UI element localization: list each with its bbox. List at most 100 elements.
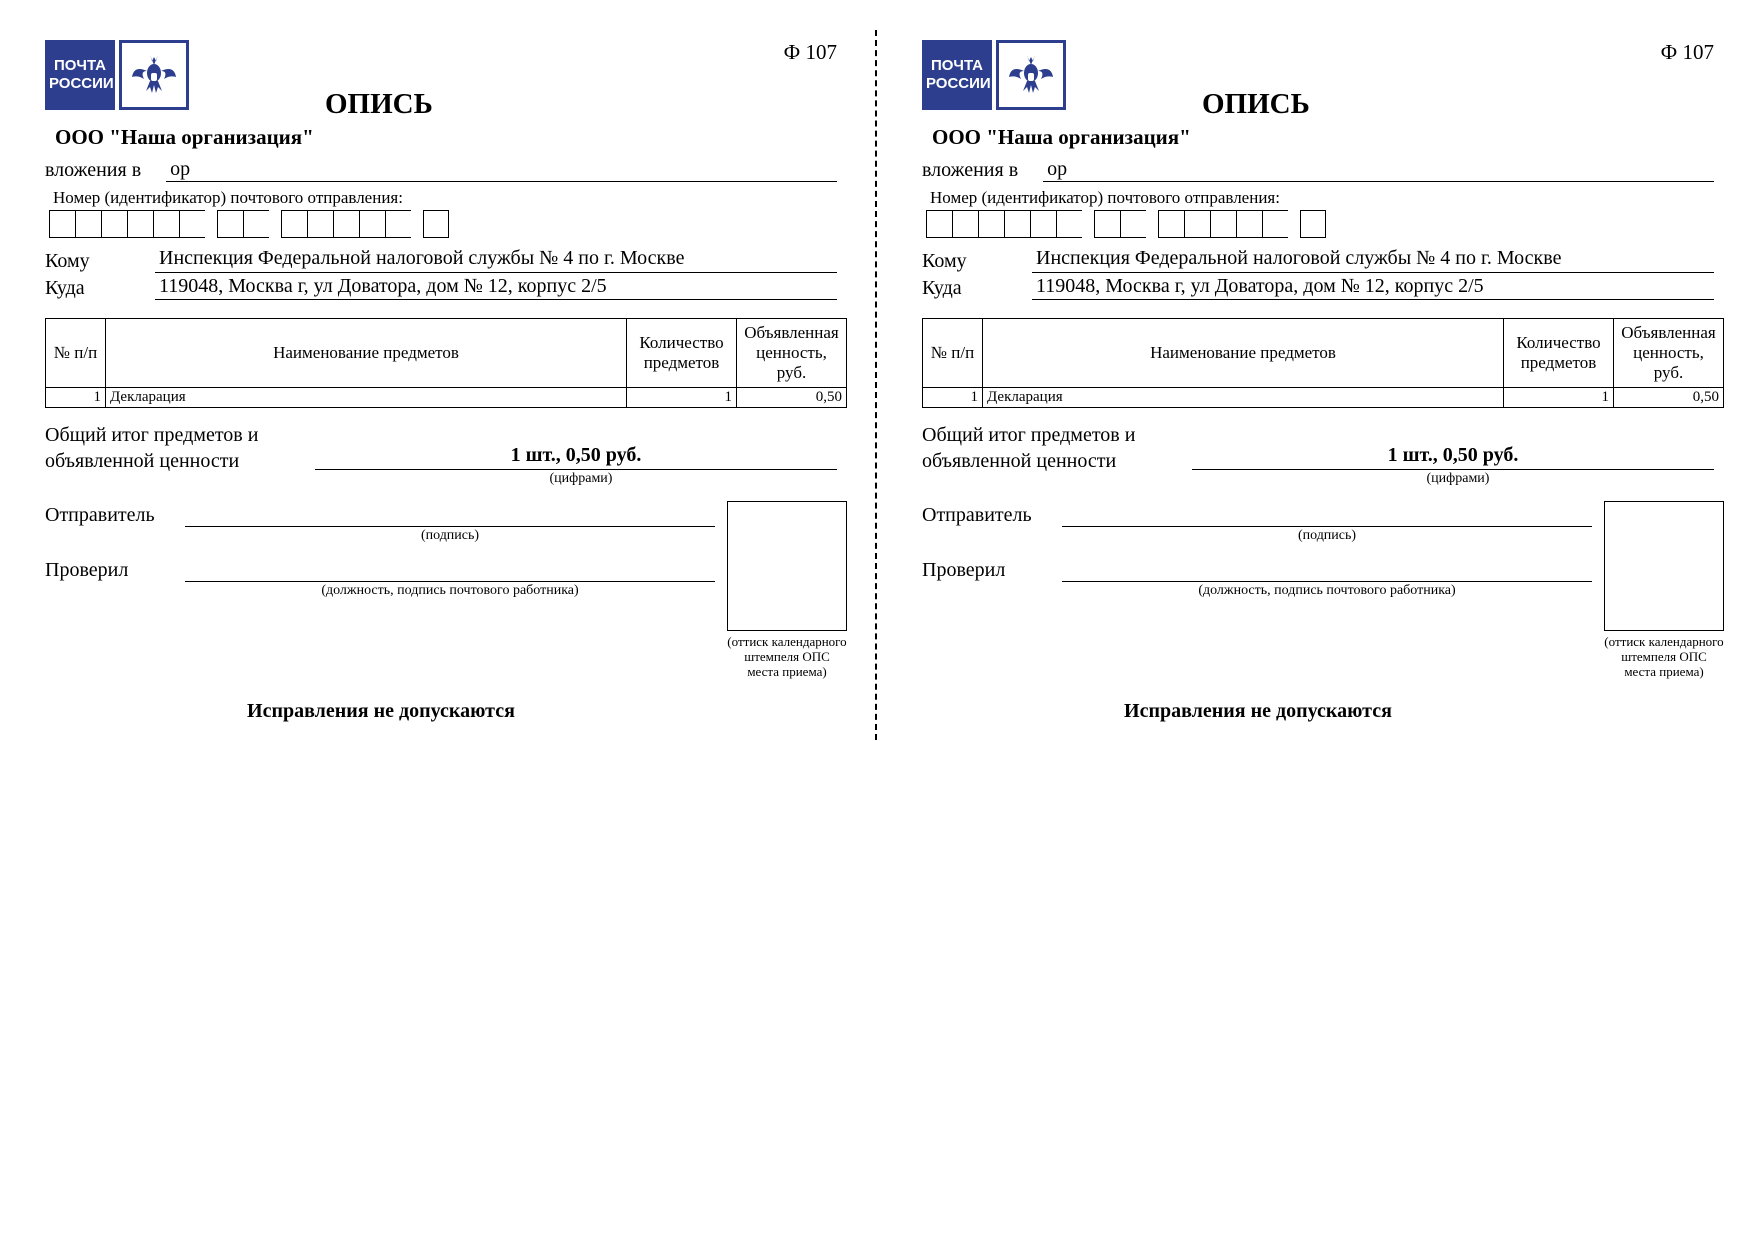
totals-label-2: объявленной ценности [922, 450, 1116, 472]
id-box[interactable] [1030, 210, 1056, 238]
sender-line[interactable] [185, 503, 715, 527]
id-box[interactable] [1094, 210, 1120, 238]
komu-value: Инспекция Федеральной налоговой службы №… [1032, 246, 1714, 273]
logo-emblem-icon [996, 40, 1066, 110]
id-box[interactable] [1236, 210, 1262, 238]
td-name: Декларация [106, 388, 627, 408]
checked-line[interactable] [185, 558, 715, 582]
logo-line2: РОССИИ [926, 75, 988, 93]
vlozh-value: ор [1043, 158, 1714, 182]
sender-row: Отправитель [922, 503, 1592, 527]
stamp-box [727, 501, 847, 631]
komu-label: Кому [922, 250, 1032, 273]
page-title: ОПИСЬ [1202, 88, 1310, 121]
totals-hint: (цифрами) [315, 471, 847, 487]
org-name: ООО "Наша организация" [932, 125, 1724, 150]
table-header-row: № п/п Наименование предметов Количество … [46, 319, 847, 388]
id-box[interactable] [1056, 210, 1082, 238]
sign-section: Отправитель (подпись) Проверил (должност… [922, 497, 1724, 680]
items-table: № п/п Наименование предметов Количество … [45, 318, 847, 408]
id-box[interactable] [1300, 210, 1326, 238]
kuda-value: 119048, Москва г, ул Доватора, дом № 12,… [1032, 275, 1714, 300]
id-box[interactable] [49, 210, 75, 238]
totals-right: 1 шт., 0,50 руб. (цифрами) [1192, 422, 1724, 487]
form-copy-right: ПОЧТА РОССИИ Ф 107 ОПИСЬ ООО "Наша [877, 0, 1754, 1240]
logo-line1: ПОЧТА [49, 57, 111, 75]
vlozh-label: вложения в [922, 159, 1018, 182]
sender-label: Отправитель [922, 504, 1062, 527]
id-box[interactable] [978, 210, 1004, 238]
id-box[interactable] [1158, 210, 1184, 238]
stamp-block: (оттиск календарного штемпеля ОПС места … [1604, 497, 1724, 680]
id-box[interactable] [952, 210, 978, 238]
th-val: Объявленная ценность, руб. [1614, 319, 1724, 388]
totals-label-1: Общий итог предметов и [922, 424, 1135, 446]
id-box[interactable] [359, 210, 385, 238]
id-box[interactable] [1184, 210, 1210, 238]
items-table: № п/п Наименование предметов Количество … [922, 318, 1724, 408]
logo-block: ПОЧТА РОССИИ [922, 40, 1066, 110]
id-boxes [49, 210, 847, 238]
kuda-row: Куда 119048, Москва г, ул Доватора, дом … [922, 275, 1724, 300]
id-box[interactable] [1262, 210, 1288, 238]
sign-left: Отправитель (подпись) Проверил (должност… [922, 497, 1592, 680]
stamp-hint: (оттиск календарного штемпеля ОПС места … [727, 635, 847, 680]
logo-line2: РОССИИ [49, 75, 111, 93]
id-box[interactable] [127, 210, 153, 238]
kuda-label: Куда [45, 277, 155, 300]
totals-hint: (цифрами) [1192, 471, 1724, 487]
id-box[interactable] [1004, 210, 1030, 238]
td-qty: 1 [1504, 388, 1614, 408]
totals-label: Общий итог предметов и объявленной ценно… [45, 422, 315, 474]
totals-right: 1 шт., 0,50 руб. (цифрами) [315, 422, 847, 487]
sender-line[interactable] [1062, 503, 1592, 527]
totals-value: 1 шт., 0,50 руб. [315, 444, 837, 470]
vlozh-label: вложения в [45, 159, 141, 182]
totals-label: Общий итог предметов и объявленной ценно… [922, 422, 1192, 474]
checked-line[interactable] [1062, 558, 1592, 582]
checked-row: Проверил [45, 558, 715, 582]
td-qty: 1 [627, 388, 737, 408]
form-code: Ф 107 [784, 40, 837, 65]
logo-emblem-icon [119, 40, 189, 110]
id-box[interactable] [243, 210, 269, 238]
page-title: ОПИСЬ [325, 88, 433, 121]
id-box[interactable] [1120, 210, 1146, 238]
checked-hint: (должность, подпись почтового работника) [1062, 583, 1592, 599]
sender-hint: (подпись) [185, 528, 715, 544]
id-boxes [926, 210, 1724, 238]
id-box[interactable] [307, 210, 333, 238]
table-header-row: № п/п Наименование предметов Количество … [923, 319, 1724, 388]
id-box[interactable] [385, 210, 411, 238]
id-box[interactable] [1210, 210, 1236, 238]
kuda-value: 119048, Москва г, ул Доватора, дом № 12,… [155, 275, 837, 300]
id-box[interactable] [281, 210, 307, 238]
id-label: Номер (идентификатор) почтового отправле… [53, 188, 847, 208]
id-box[interactable] [101, 210, 127, 238]
id-box[interactable] [423, 210, 449, 238]
th-num: № п/п [46, 319, 106, 388]
checked-hint: (должность, подпись почтового работника) [185, 583, 715, 599]
id-label: Номер (идентификатор) почтового отправле… [930, 188, 1724, 208]
komu-value: Инспекция Федеральной налоговой службы №… [155, 246, 837, 273]
id-box[interactable] [75, 210, 101, 238]
td-val: 0,50 [1614, 388, 1724, 408]
vlozheniya-row: вложения в ор [45, 158, 847, 182]
kuda-row: Куда 119048, Москва г, ул Доватора, дом … [45, 275, 847, 300]
table-row: 1 Декларация 1 0,50 [46, 388, 847, 408]
header: ПОЧТА РОССИИ Ф 107 ОПИСЬ [922, 40, 1724, 110]
id-box[interactable] [333, 210, 359, 238]
id-box[interactable] [926, 210, 952, 238]
id-box[interactable] [217, 210, 243, 238]
org-name: ООО "Наша организация" [55, 125, 847, 150]
totals-block: Общий итог предметов и объявленной ценно… [922, 422, 1724, 487]
totals-value: 1 шт., 0,50 руб. [1192, 444, 1714, 470]
komu-label: Кому [45, 250, 155, 273]
id-box[interactable] [153, 210, 179, 238]
logo-line1: ПОЧТА [926, 57, 988, 75]
th-qty: Количество предметов [1504, 319, 1614, 388]
stamp-block: (оттиск календарного штемпеля ОПС места … [727, 497, 847, 680]
id-box[interactable] [179, 210, 205, 238]
th-num: № п/п [923, 319, 983, 388]
komu-row: Кому Инспекция Федеральной налоговой слу… [922, 246, 1724, 273]
